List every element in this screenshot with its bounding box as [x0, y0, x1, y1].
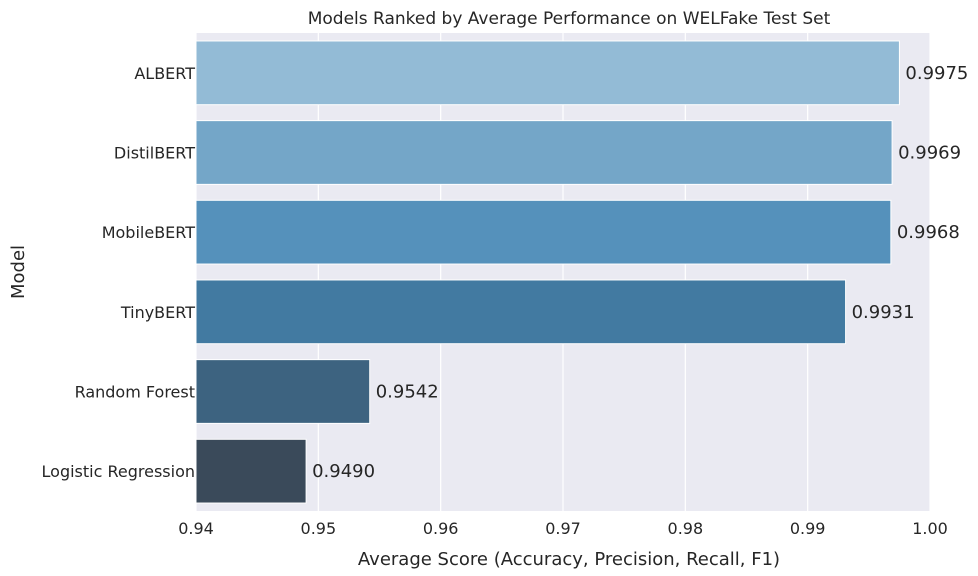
chart-title: Models Ranked by Average Performance on … — [308, 9, 831, 29]
y-tick-label: DistilBERT — [114, 144, 195, 163]
bar — [195, 279, 847, 345]
grid-lines — [195, 33, 931, 511]
x-tick-label: 0.96 — [423, 519, 459, 538]
bar — [195, 199, 892, 265]
x-tick-label: 0.94 — [178, 519, 214, 538]
y-tick-label: TinyBERT — [120, 303, 195, 322]
bar — [195, 120, 893, 185]
bars: 0.9975 0.9969 0.9968 0.9931 0.9542 0.9490 — [195, 40, 968, 504]
y-tick-label: ALBERT — [134, 64, 195, 83]
y-axis-label: Model — [8, 245, 29, 299]
bar-value-label: 0.9490 — [312, 461, 375, 482]
bar-value-label: 0.9931 — [852, 302, 915, 323]
x-axis-label: Average Score (Accuracy, Precision, Reca… — [358, 549, 780, 570]
y-tick-labels: ALBERT DistilBERT MobileBERT TinyBERT Random… — [42, 64, 196, 481]
bar-value-label: 0.9968 — [897, 222, 960, 243]
x-tick-label: 1.00 — [912, 519, 948, 538]
y-tick-label: MobileBERT — [102, 223, 196, 242]
y-tick-label: Random Forest — [75, 383, 195, 402]
x-tick-label: 0.97 — [545, 519, 581, 538]
bar — [195, 40, 900, 106]
bar-value-label: 0.9975 — [905, 63, 968, 84]
x-tick-labels: 0.94 0.95 0.96 0.97 0.98 0.99 1.00 — [178, 519, 948, 538]
bar-value-label: 0.9542 — [376, 382, 439, 403]
bar — [195, 438, 307, 504]
x-tick-label: 0.99 — [790, 519, 826, 538]
bar — [195, 359, 371, 424]
x-tick-label: 0.98 — [668, 519, 704, 538]
bar-value-label: 0.9969 — [898, 143, 961, 164]
y-tick-label: Logistic Regression — [42, 462, 195, 481]
x-tick-label: 0.95 — [301, 519, 337, 538]
